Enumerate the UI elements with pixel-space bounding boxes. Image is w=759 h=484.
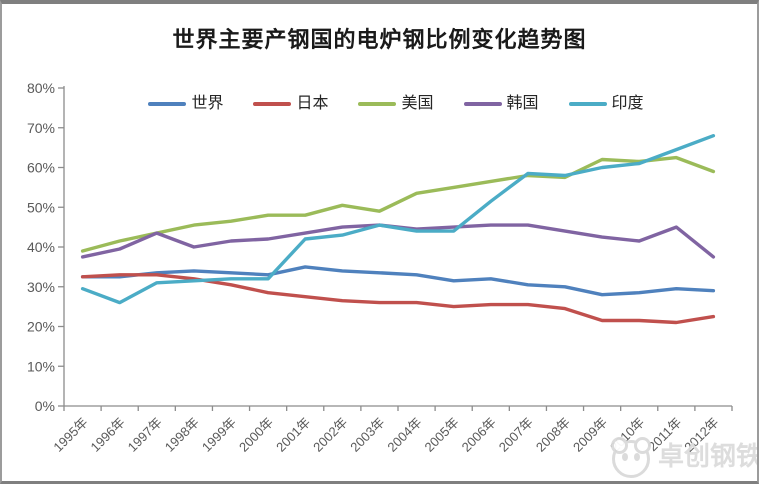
- x-tick-label: 2011年: [645, 415, 685, 455]
- x-tick-label: 2006年: [459, 415, 499, 455]
- series-line-美国: [80, 155, 716, 253]
- y-tick-label: 30%: [27, 279, 55, 295]
- x-tick-label: 1999年: [199, 415, 239, 455]
- y-tick-label: 40%: [27, 239, 55, 255]
- series-line-印度: [80, 133, 716, 305]
- series-line-日本: [80, 273, 716, 325]
- x-tick-label: 1998年: [162, 415, 202, 455]
- x-tick-label: 2012年: [681, 415, 721, 455]
- series-line-世界: [80, 265, 716, 297]
- x-tick-label: 2003年: [347, 415, 387, 455]
- chart-title: 世界主要产钢国的电炉钢比例变化趋势图: [172, 27, 587, 52]
- x-tick-label: 2005年: [422, 415, 462, 455]
- x-tick-label: 2009年: [570, 415, 610, 455]
- y-tick-label: 80%: [27, 80, 55, 96]
- x-tick-label: 1996年: [88, 415, 128, 455]
- y-tick-label: 20%: [27, 319, 55, 335]
- y-tick-label: 70%: [27, 120, 55, 136]
- x-tick-label: 2010年: [607, 415, 647, 455]
- line-chart-plot: 0% 10% 20% 30% 40% 50% 60% 70% 80% 1995年1996年1997…: [27, 80, 733, 455]
- x-tick-label: 2008年: [533, 415, 573, 455]
- y-tick-label: 0%: [35, 398, 55, 414]
- x-tick-label: 2007年: [496, 415, 536, 455]
- x-tick-label: 2004年: [384, 415, 424, 455]
- y-tick-label: 10%: [27, 358, 55, 374]
- x-tick-label: 2002年: [310, 415, 350, 455]
- y-tick-label: 60%: [27, 160, 55, 176]
- x-tick-label: 2000年: [236, 415, 276, 455]
- x-tick-label: 2001年: [273, 415, 313, 455]
- x-tick-label: 1997年: [125, 415, 165, 455]
- y-tick-label: 50%: [27, 199, 55, 215]
- x-tick-label: 1995年: [50, 415, 90, 455]
